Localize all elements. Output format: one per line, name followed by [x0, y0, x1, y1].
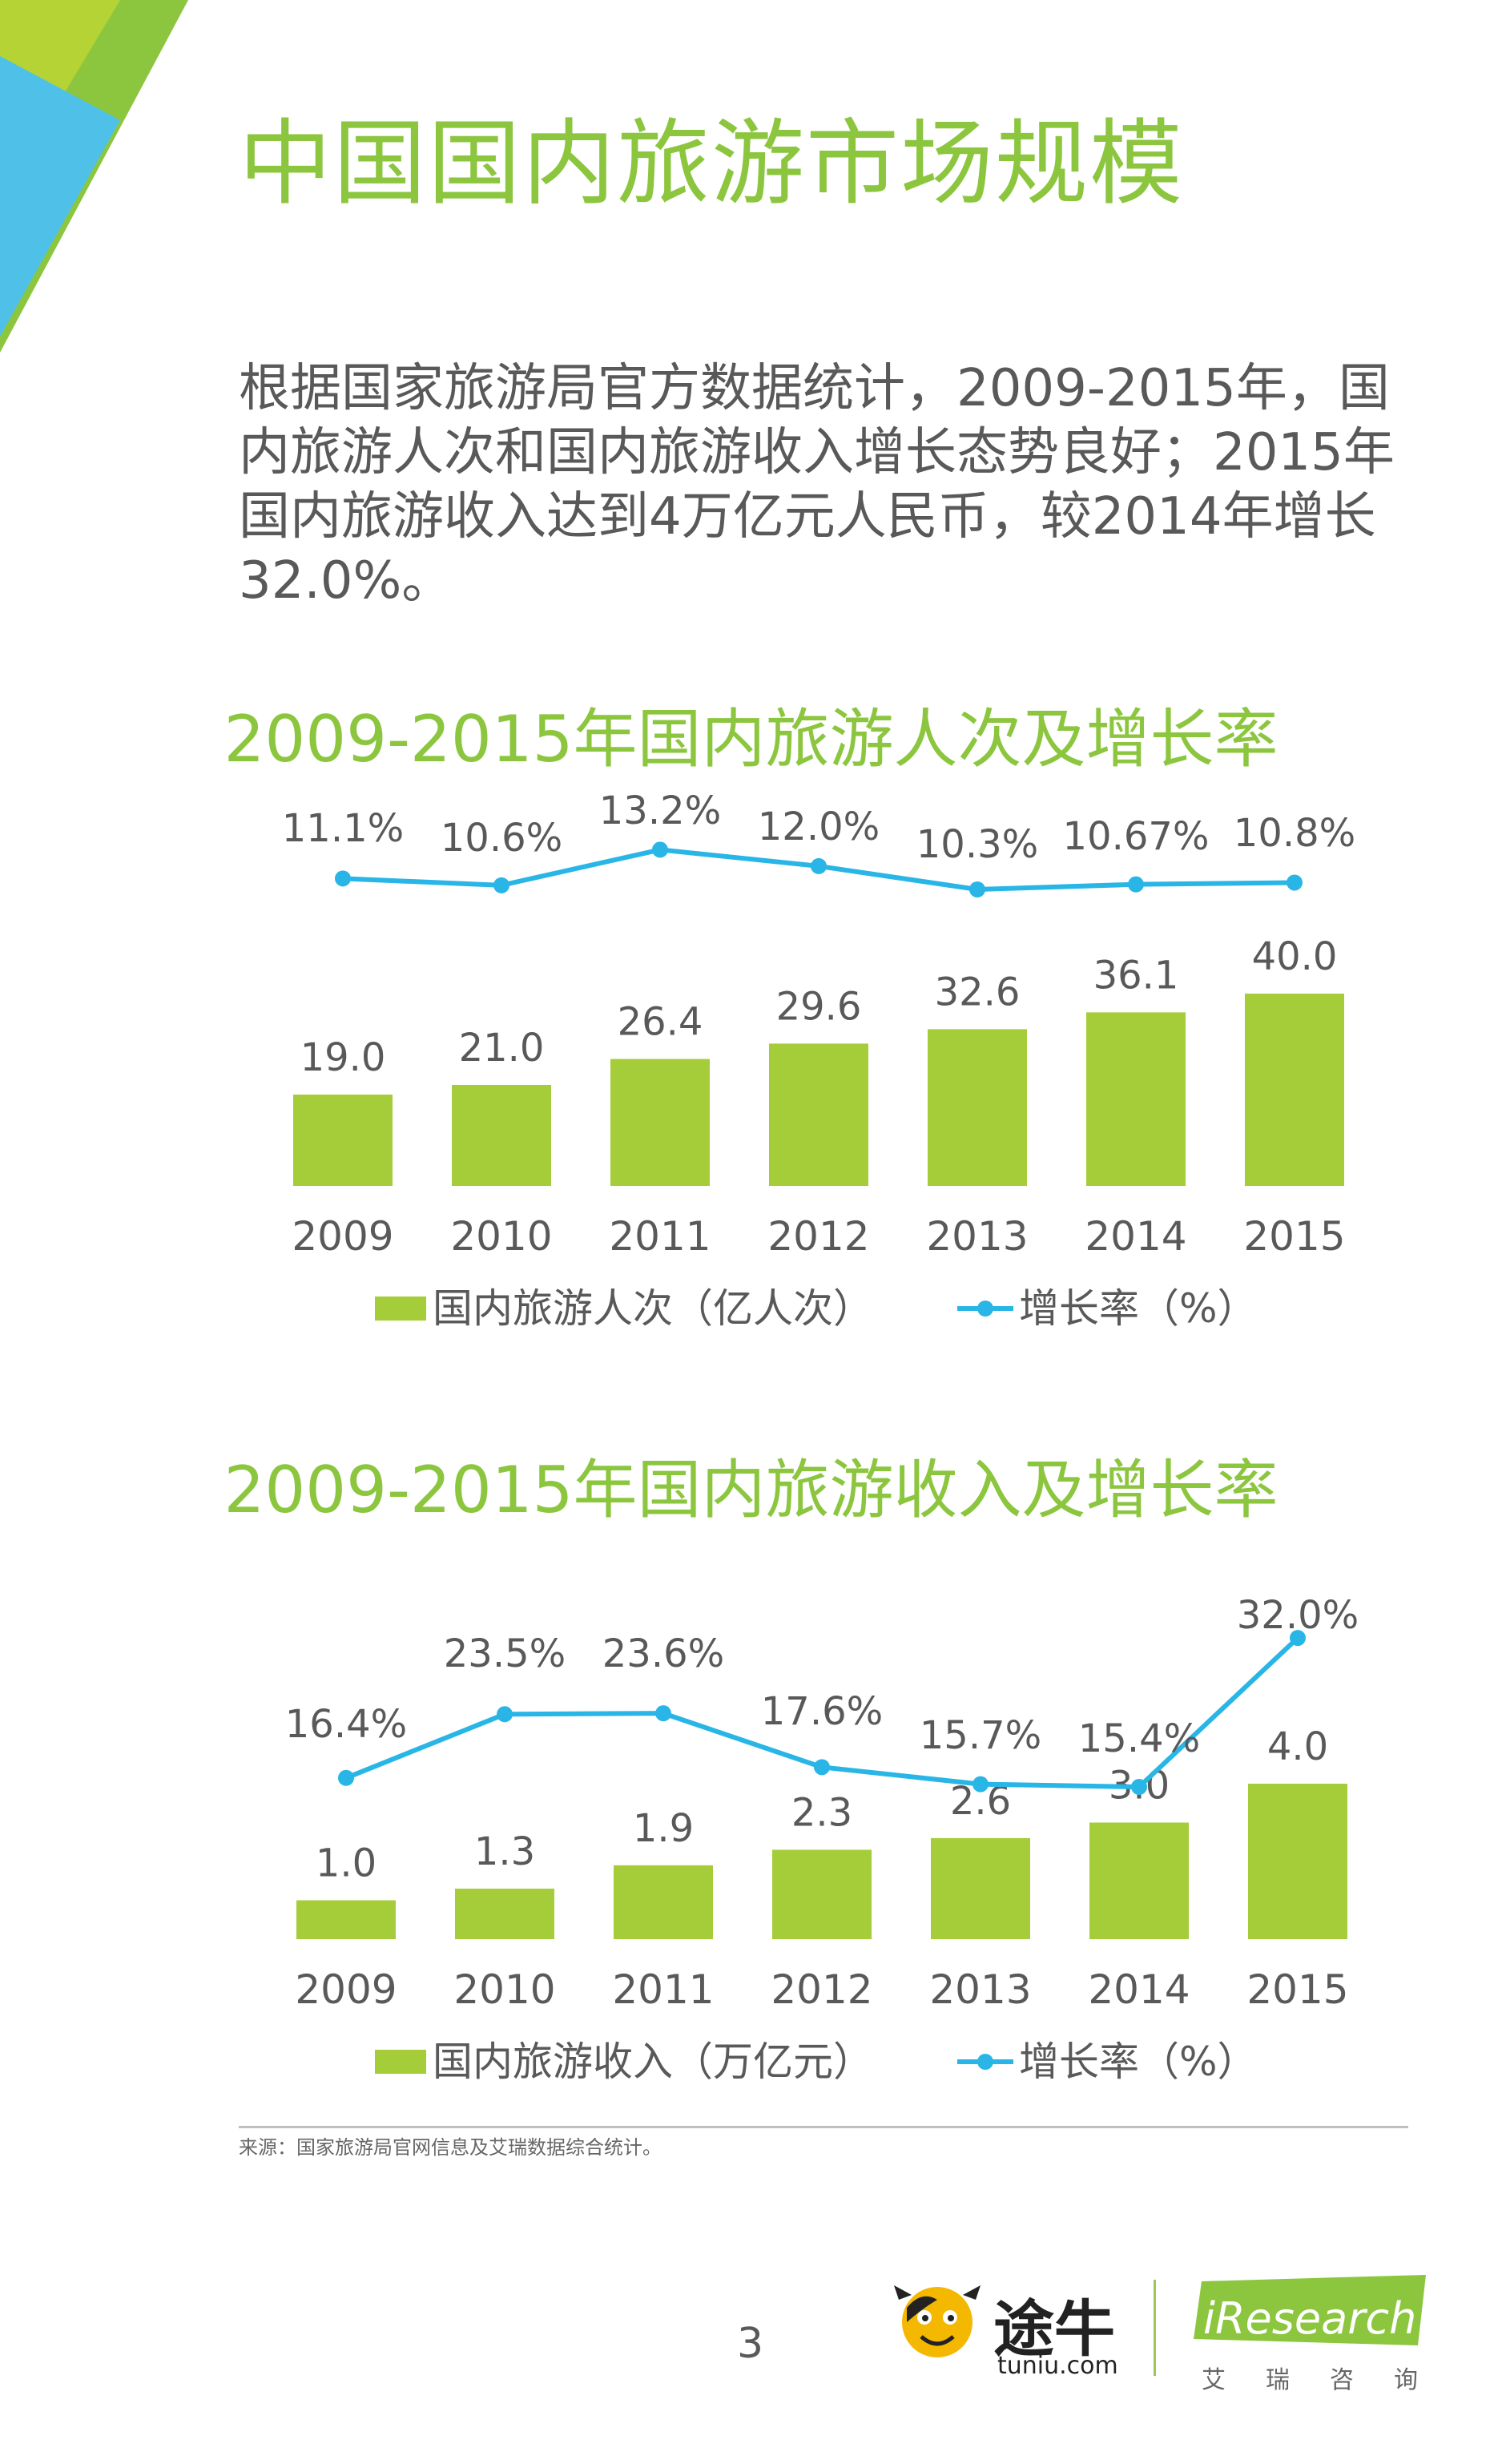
x-tick-2009: 2009: [292, 1213, 393, 1260]
x-tick-2015: 2015: [1243, 1213, 1345, 1260]
x-tick-2015: 2015: [1246, 1966, 1348, 2013]
growth-point-2011: [655, 1705, 671, 1722]
bar-label-2014: 36.1: [1093, 953, 1179, 998]
bar-label-2015: 4.0: [1267, 1724, 1328, 1769]
bar-2015: [1245, 994, 1344, 1186]
iresearch-chinese-name: 艾瑞咨询: [1202, 2366, 1458, 2394]
logo-separator: [1154, 2280, 1156, 2376]
legend-line-marker: [977, 1301, 993, 1317]
tuniu-cow-logo-icon: [894, 2285, 981, 2357]
growth-point-2011: [652, 841, 668, 858]
growth-label-2013: 10.3%: [916, 822, 1038, 867]
bar-2011: [614, 1865, 713, 1939]
growth-point-2010: [497, 1706, 513, 1723]
growth-point-2015: [1287, 874, 1303, 891]
chart1-visitors: 19.0 2009 21.0 2010 26.4 2011 29.6 2012 32.6 2013…: [282, 788, 1355, 1332]
growth-label-2011: 23.6%: [602, 1631, 724, 1676]
tuniu-wordmark: 途牛: [993, 2293, 1115, 2365]
x-tick-2011: 2011: [609, 1213, 711, 1260]
bar-2014: [1086, 1012, 1186, 1186]
growth-point-2009: [335, 870, 351, 887]
bar-label-2009: 19.0: [300, 1035, 386, 1080]
bar-label-2011: 26.4: [618, 1000, 703, 1045]
growth-label-2011: 13.2%: [599, 788, 721, 833]
tuniu-url: tuniu.com: [997, 2352, 1118, 2380]
legend-bar-label: 国内旅游收入（万亿元）: [433, 2039, 873, 2085]
bar-label-2011: 1.9: [633, 1806, 694, 1851]
x-tick-2011: 2011: [612, 1966, 714, 2013]
bar-label-2010: 1.3: [474, 1829, 535, 1874]
x-tick-2012: 2012: [767, 1213, 869, 1260]
bar-2012: [772, 1849, 872, 1939]
growth-point-2015: [1290, 1630, 1306, 1647]
x-tick-2010: 2010: [453, 1966, 555, 2013]
growth-point-2014: [1128, 876, 1144, 893]
x-tick-2013: 2013: [926, 1213, 1028, 1260]
growth-label-2014: 10.67%: [1062, 814, 1209, 859]
source-note: 来源：国家旅游局官网信息及艾瑞数据综合统计。: [239, 2136, 662, 2159]
legend-bar-swatch: [375, 1297, 426, 1321]
x-tick-2014: 2014: [1088, 1966, 1190, 2013]
bar-2010: [455, 1888, 554, 1939]
growth-label-2014: 15.4%: [1078, 1716, 1200, 1761]
bar-label-2010: 21.0: [459, 1026, 545, 1071]
x-tick-2009: 2009: [295, 1966, 397, 2013]
bar-label-2009: 1.0: [316, 1841, 377, 1886]
growth-point-2010: [493, 877, 509, 893]
bar-2009: [296, 1900, 396, 1939]
page-title: 中国国内旅游市场规模: [239, 110, 1184, 218]
corner-decoration: [0, 0, 188, 353]
growth-point-2014: [1131, 1779, 1147, 1795]
x-tick-2013: 2013: [929, 1966, 1031, 2013]
legend-line-label: 增长率（%）: [1019, 2039, 1258, 2085]
bar-2013: [928, 1029, 1027, 1186]
growth-label-2009: 16.4%: [285, 1702, 407, 1747]
growth-point-2013: [972, 1776, 989, 1793]
iresearch-logo-icon: [1194, 2275, 1426, 2345]
chart1-title: 2009-2015年国内旅游人次及增长率: [223, 702, 1279, 776]
bar-2015: [1248, 1784, 1347, 1939]
bar-2011: [610, 1059, 710, 1186]
bar-label-2015: 40.0: [1252, 934, 1338, 979]
legend-line-label: 增长率（%）: [1019, 1285, 1258, 1332]
x-tick-2014: 2014: [1085, 1213, 1186, 1260]
growth-label-2012: 12.0%: [758, 805, 880, 849]
chart2-revenue: 1.020091.320101.920112.320122.620133.020…: [285, 1593, 1359, 2085]
page-number: 3: [737, 2320, 764, 2368]
bar-label-2012: 2.3: [791, 1790, 852, 1835]
legend-bar-label: 国内旅游人次（亿人次）: [433, 1285, 873, 1332]
bar-2012: [769, 1043, 868, 1186]
intro-text: 根据国家旅游局官方数据统计，2009-2015年，国内旅游人次和国内旅游收入增长…: [239, 359, 1395, 611]
growth-point-2009: [338, 1769, 354, 1786]
growth-point-2013: [969, 881, 985, 897]
x-tick-2010: 2010: [450, 1213, 552, 1260]
growth-label-2009: 11.1%: [282, 806, 404, 851]
bar-2013: [931, 1837, 1030, 1939]
growth-label-2010: 10.6%: [441, 816, 562, 861]
legend-bar-swatch: [375, 2050, 426, 2074]
bar-label-2013: 32.6: [935, 970, 1021, 1014]
growth-label-2015: 32.0%: [1237, 1593, 1359, 1638]
iresearch-wordmark: iResearch: [1203, 2293, 1417, 2344]
growth-point-2012: [811, 857, 827, 874]
growth-label-2012: 17.6%: [761, 1689, 883, 1734]
bar-2010: [452, 1085, 551, 1186]
chart2-title: 2009-2015年国内旅游收入及增长率: [223, 1453, 1279, 1527]
growth-label-2010: 23.5%: [444, 1631, 566, 1676]
growth-label-2015: 10.8%: [1234, 811, 1355, 856]
bar-2014: [1089, 1822, 1189, 1939]
growth-label-2013: 15.7%: [920, 1713, 1041, 1758]
bar-label-2012: 29.6: [776, 984, 862, 1029]
source-divider: [239, 2126, 1408, 2128]
growth-point-2012: [814, 1759, 830, 1776]
legend-line-marker: [977, 2054, 993, 2070]
x-tick-2012: 2012: [771, 1966, 872, 2013]
bar-2009: [293, 1095, 393, 1186]
